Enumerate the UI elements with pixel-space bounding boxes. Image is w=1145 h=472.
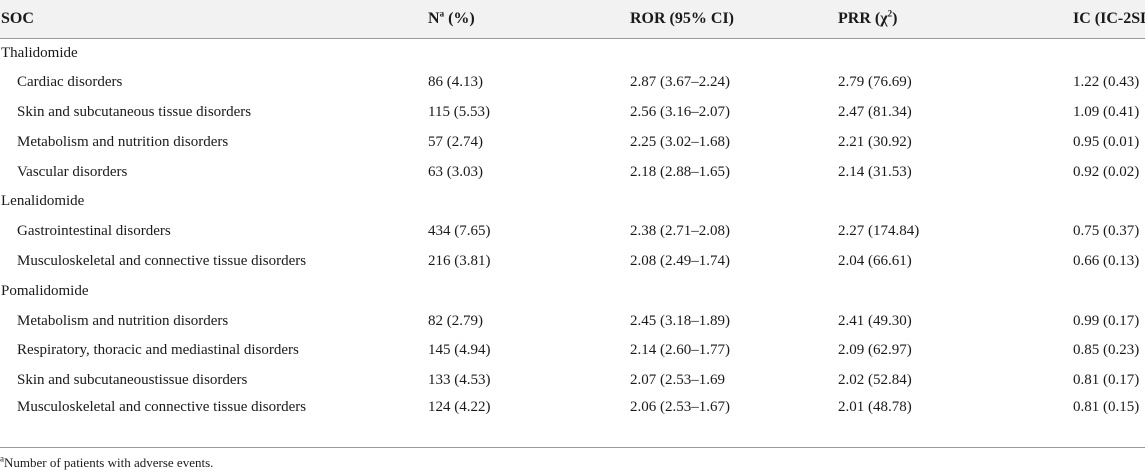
cell-ror: 2.38 (2.71–2.08) [630, 223, 730, 240]
cell-prr: 2.47 (81.34) [838, 103, 912, 120]
table-footnote: aNumber of patients with adverse events. [0, 453, 214, 471]
cell-soc: Metabolism and nutrition disorders [17, 133, 229, 150]
cell-ic: 0.95 (0.01) [1073, 133, 1140, 150]
empty-cell [838, 276, 1073, 306]
cell-prr: 2.27 (174.84) [838, 223, 920, 240]
cell-ic: 0.92 (0.02) [1073, 163, 1140, 180]
cell-n: 57 (2.74) [428, 133, 483, 150]
empty-cell [1073, 276, 1145, 306]
table-row: Skin and subcutaneoustissue disorders 133… [0, 366, 1145, 396]
header-n: Na (%) [428, 0, 630, 39]
drug-group-label: Pomalidomide [1, 282, 89, 299]
cell-n: 63 (3.03) [428, 163, 483, 180]
empty-cell [630, 276, 838, 306]
empty-cell [838, 187, 1073, 217]
header-soc: SOC [0, 0, 428, 39]
cell-prr: 2.21 (30.92) [838, 133, 912, 150]
cell-ic: 0.85 (0.23) [1073, 342, 1140, 359]
table-row: Vascular disorders 63 (3.03) 2.18 (2.88–1.… [0, 157, 1145, 187]
cell-n: 434 (7.65) [428, 223, 491, 240]
table-row: Metabolism and nutrition disorders 57 (2.… [0, 127, 1145, 157]
cell-ror: 2.56 (3.16–2.07) [630, 103, 730, 120]
table-row: Musculoskeletal and connective tissue di… [0, 396, 1145, 426]
header-n-label: N [428, 9, 440, 27]
cell-prr: 2.14 (31.53) [838, 163, 912, 180]
cell-ic: 1.22 (0.43) [1073, 74, 1140, 91]
empty-cell [428, 187, 630, 217]
group-header-row: Lenalidomide [0, 187, 1145, 217]
cell-prr: 2.79 (76.69) [838, 74, 912, 91]
cell-n: 124 (4.22) [428, 398, 491, 415]
cell-ror: 2.45 (3.18–1.89) [630, 312, 730, 329]
header-prr: PRR (χ2) [838, 0, 1073, 39]
cell-soc: Respiratory, thoracic and mediastinal di… [17, 342, 299, 359]
cell-prr: 2.02 (52.84) [838, 372, 912, 389]
cell-ror: 2.08 (2.49–1.74) [630, 252, 730, 269]
drug-group-label: Lenalidomide [1, 193, 85, 210]
header-prr-suffix: ) [892, 9, 898, 27]
adverse-events-table-container: SOC Na (%) ROR (95% CI) PRR (χ2) IC (IC-… [0, 0, 1145, 425]
cell-soc: Skin and subcutaneous tissue disorders [17, 103, 252, 120]
cell-prr: 2.41 (49.30) [838, 312, 912, 329]
cell-n: 216 (3.81) [428, 252, 491, 269]
header-ror: ROR (95% CI) [630, 0, 838, 39]
cell-soc: Metabolism and nutrition disorders [17, 312, 229, 329]
cell-ror: 2.06 (2.53–1.67) [630, 398, 730, 415]
group-header-row: Pomalidomide [0, 276, 1145, 306]
cell-ic: 0.81 (0.15) [1073, 398, 1140, 415]
cell-ic: 0.81 (0.17) [1073, 372, 1140, 389]
cell-prr: 2.09 (62.97) [838, 342, 912, 359]
cell-soc: Skin and subcutaneoustissue disorders [17, 372, 248, 389]
empty-cell [1073, 187, 1145, 217]
adverse-events-table: SOC Na (%) ROR (95% CI) PRR (χ2) IC (IC-… [0, 0, 1145, 425]
cell-soc: Musculoskeletal and connective tissue di… [17, 398, 307, 415]
cell-n: 115 (5.53) [428, 103, 490, 120]
empty-cell [428, 276, 630, 306]
table-bottom-rule [0, 447, 1145, 448]
cell-ror: 2.07 (2.53–1.69 [630, 372, 725, 389]
cell-ror: 2.25 (3.02–1.68) [630, 133, 730, 150]
table-header: SOC Na (%) ROR (95% CI) PRR (χ2) IC (IC-… [0, 0, 1145, 39]
empty-cell [838, 38, 1073, 68]
table-row: Cardiac disorders 86 (4.13) 2.87 (3.67–2.2… [0, 68, 1145, 98]
cell-prr: 2.01 (48.78) [838, 398, 912, 415]
cell-n: 82 (2.79) [428, 312, 483, 329]
table-row: Respiratory, thoracic and mediastinal di… [0, 336, 1145, 366]
cell-ror: 2.18 (2.88–1.65) [630, 163, 730, 180]
header-n-suffix: (%) [444, 9, 475, 27]
header-ic: IC (IC-2SD) [1073, 0, 1145, 39]
footnote-superscript: a [0, 453, 4, 464]
cell-soc: Cardiac disorders [17, 74, 123, 91]
header-row: SOC Na (%) ROR (95% CI) PRR (χ2) IC (IC-… [0, 0, 1145, 39]
cell-ic: 0.66 (0.13) [1073, 252, 1140, 269]
cell-prr: 2.04 (66.61) [838, 252, 912, 269]
cell-soc: Gastrointestinal disorders [17, 223, 171, 240]
header-n-superscript: a [439, 8, 445, 19]
empty-cell [630, 187, 838, 217]
header-prr-superscript: 2 [887, 8, 893, 19]
cell-soc: Vascular disorders [17, 163, 128, 180]
cell-soc: Musculoskeletal and connective tissue di… [17, 252, 307, 269]
table-row: Metabolism and nutrition disorders 82 (2.… [0, 306, 1145, 336]
table-row: Gastrointestinal disorders 434 (7.65) 2.38… [0, 217, 1145, 247]
cell-ic: 0.99 (0.17) [1073, 312, 1140, 329]
table-row: Musculoskeletal and connective tissue di… [0, 247, 1145, 277]
drug-group-label: Thalidomide [1, 44, 78, 61]
table-body: Thalidomide Cardiac disorders 86 (4.13) 2.8… [0, 38, 1145, 425]
cell-n: 145 (4.94) [428, 342, 491, 359]
group-header-row: Thalidomide [0, 38, 1145, 68]
empty-cell [428, 38, 630, 68]
cell-n: 133 (4.53) [428, 372, 491, 389]
header-prr-label: PRR (χ [838, 9, 888, 27]
empty-cell [630, 38, 838, 68]
empty-cell [1073, 38, 1145, 68]
cell-ic: 0.75 (0.37) [1073, 223, 1140, 240]
cell-ic: 1.09 (0.41) [1073, 103, 1140, 120]
footnote-text: Number of patients with adverse events. [4, 455, 214, 470]
cell-n: 86 (4.13) [428, 74, 483, 91]
table-row: Skin and subcutaneous tissue disorders 11… [0, 98, 1145, 128]
cell-ror: 2.87 (3.67–2.24) [630, 74, 730, 91]
cell-ror: 2.14 (2.60–1.77) [630, 342, 730, 359]
